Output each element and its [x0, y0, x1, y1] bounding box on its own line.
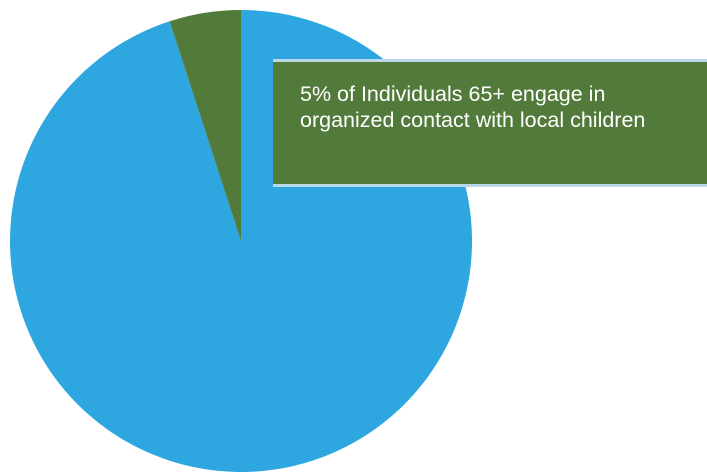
- callout-text: 5% of Individuals 65+ engage in organize…: [300, 82, 646, 132]
- pie-slice-minority: [169, 10, 241, 241]
- callout-annotation: 5% of Individuals 65+ engage in organize…: [273, 59, 707, 187]
